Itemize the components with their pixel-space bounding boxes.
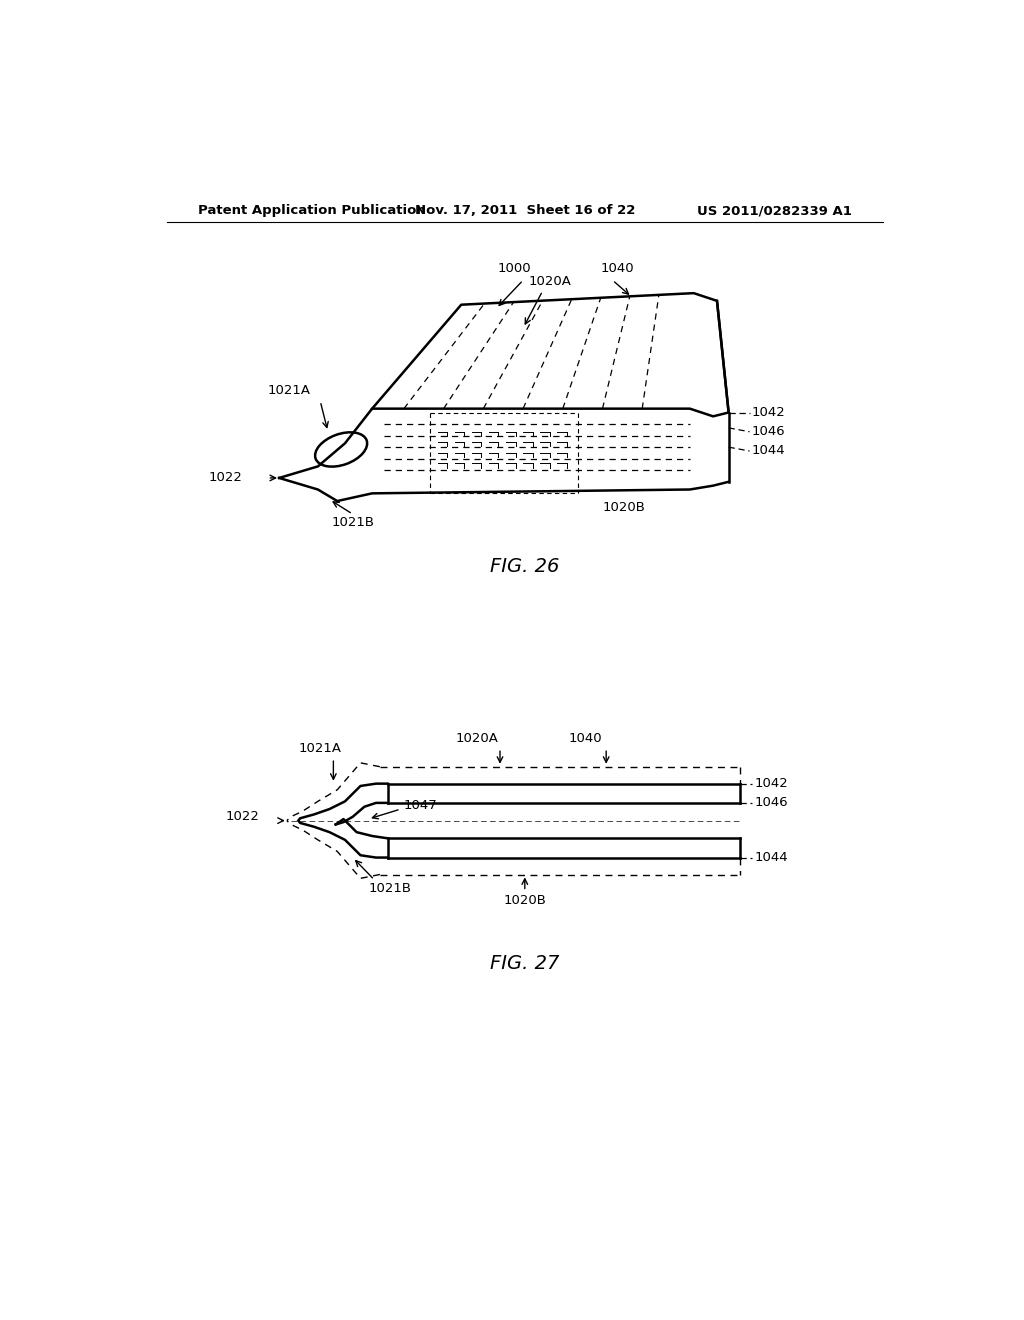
Text: 1020B: 1020B xyxy=(504,894,546,907)
Text: 1022: 1022 xyxy=(209,471,243,484)
Text: US 2011/0282339 A1: US 2011/0282339 A1 xyxy=(697,205,852,218)
Text: 1021B: 1021B xyxy=(331,516,374,529)
Text: 1020A: 1020A xyxy=(529,275,571,288)
Text: 1044: 1044 xyxy=(755,851,787,865)
Text: 1040: 1040 xyxy=(568,733,602,744)
Text: 1046: 1046 xyxy=(752,425,785,438)
Text: 1020A: 1020A xyxy=(456,733,499,744)
Text: 1021A: 1021A xyxy=(267,384,310,397)
Text: 1040: 1040 xyxy=(601,263,635,276)
Text: 1047: 1047 xyxy=(403,799,437,812)
Text: 1022: 1022 xyxy=(226,810,260,824)
Text: 1021A: 1021A xyxy=(299,742,342,755)
Text: 1000: 1000 xyxy=(498,263,531,276)
Text: 1042: 1042 xyxy=(755,777,787,791)
Text: 1044: 1044 xyxy=(752,445,785,458)
Text: 1046: 1046 xyxy=(755,796,787,809)
Text: 1020B: 1020B xyxy=(602,502,645,513)
Text: Patent Application Publication: Patent Application Publication xyxy=(198,205,426,218)
Text: 1042: 1042 xyxy=(752,407,785,418)
Text: FIG. 27: FIG. 27 xyxy=(490,953,559,973)
Text: Nov. 17, 2011  Sheet 16 of 22: Nov. 17, 2011 Sheet 16 of 22 xyxy=(415,205,635,218)
Text: FIG. 26: FIG. 26 xyxy=(490,557,559,576)
Text: 1021B: 1021B xyxy=(369,882,412,895)
